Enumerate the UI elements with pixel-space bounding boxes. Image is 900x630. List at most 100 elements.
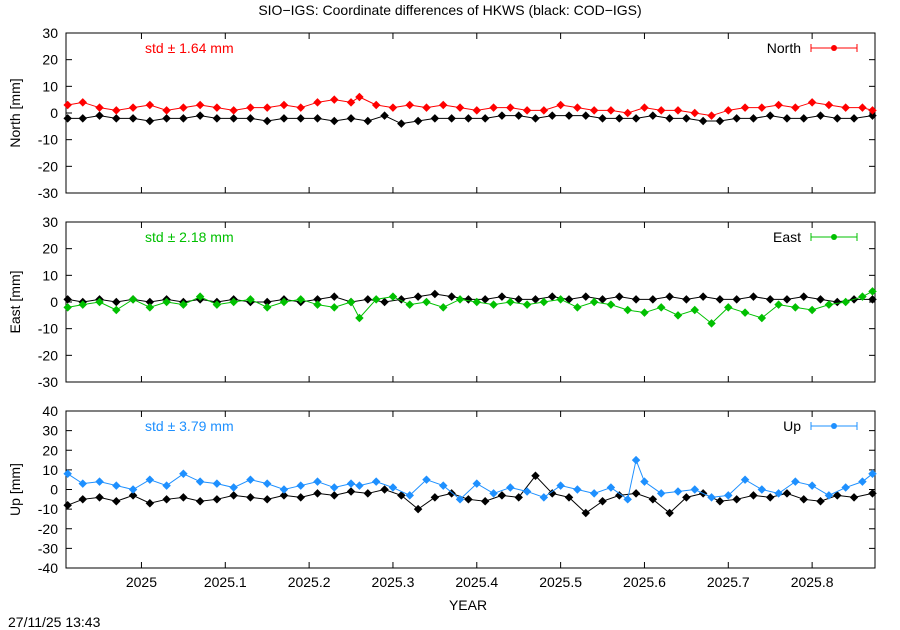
data-point <box>330 491 339 500</box>
data-point <box>589 106 599 115</box>
data-point <box>656 303 666 312</box>
data-point <box>665 292 674 301</box>
data-point <box>246 475 255 484</box>
data-point <box>430 493 440 502</box>
data-point <box>673 487 683 496</box>
data-point <box>799 114 808 123</box>
x-tick-label: 2025.2 <box>288 574 331 590</box>
y-tick-label: 30 <box>42 214 58 230</box>
data-point <box>514 111 523 120</box>
data-point <box>539 106 549 115</box>
data-point <box>346 479 356 488</box>
data-point <box>195 497 205 506</box>
data-point <box>95 103 104 112</box>
data-point <box>447 292 456 301</box>
data-point <box>355 92 364 102</box>
data-point <box>573 303 582 312</box>
data-point <box>489 489 498 498</box>
y-tick-label: 30 <box>42 25 58 41</box>
std-label: std ± 3.79 mm <box>145 418 234 434</box>
data-point <box>757 485 767 494</box>
y-tick-label: -10 <box>38 501 58 517</box>
data-point <box>371 100 381 110</box>
data-point <box>841 483 850 492</box>
data-point <box>698 292 708 301</box>
data-point <box>145 297 155 307</box>
data-point <box>858 292 867 301</box>
data-point <box>631 114 641 123</box>
data-point <box>824 100 834 110</box>
data-point <box>868 489 877 498</box>
data-point <box>640 308 649 317</box>
x-tick-label: 2025.1 <box>204 574 247 590</box>
data-point <box>346 487 356 496</box>
data-point <box>506 483 515 492</box>
data-point <box>296 114 305 123</box>
data-point <box>757 313 767 323</box>
data-point <box>112 305 121 315</box>
data-point <box>514 493 523 502</box>
data-point <box>631 455 641 465</box>
data-point <box>145 116 155 126</box>
data-point <box>656 489 666 498</box>
data-point <box>765 493 775 502</box>
data-point <box>573 103 582 112</box>
data-point <box>615 114 624 123</box>
y-tick-label: 10 <box>42 78 58 94</box>
data-point <box>581 111 591 120</box>
x-tick-label: 2025.8 <box>791 574 834 590</box>
data-point <box>606 106 616 115</box>
data-point <box>371 477 381 486</box>
data-point <box>246 295 255 304</box>
data-point <box>489 103 498 112</box>
data-point <box>346 98 356 107</box>
data-point <box>229 106 238 115</box>
data-point <box>640 103 649 112</box>
data-point <box>765 295 775 304</box>
data-point <box>330 303 339 312</box>
data-point <box>782 295 792 304</box>
data-point <box>430 289 440 299</box>
data-point <box>715 497 725 506</box>
data-point <box>212 114 222 123</box>
data-point <box>539 493 549 502</box>
data-point <box>455 495 465 504</box>
data-point <box>397 491 406 500</box>
data-point <box>296 295 305 304</box>
north-panel: -30 -20 -10 0 10 20 30 North [mm] std ± 1.64 mm N… <box>7 25 877 201</box>
data-point <box>63 100 72 110</box>
y-tick-label: 20 <box>42 442 58 458</box>
data-point <box>480 497 490 506</box>
data-point <box>547 489 557 498</box>
data-point <box>388 292 398 301</box>
data-point <box>112 106 121 115</box>
data-point <box>749 292 758 301</box>
data-point <box>313 114 322 123</box>
data-point <box>313 477 322 486</box>
data-point <box>682 114 691 123</box>
data-point <box>774 300 783 309</box>
data-point <box>648 295 658 304</box>
data-point <box>195 100 205 110</box>
data-point <box>506 103 515 112</box>
timestamp: 27/11/25 13:43 <box>8 614 101 630</box>
data-point <box>472 106 482 115</box>
data-point <box>112 497 121 506</box>
legend-label: Up <box>783 418 801 434</box>
data-point <box>581 292 591 301</box>
x-tick-label: 2025 <box>126 574 157 590</box>
data-point <box>522 300 532 309</box>
y-tick-label: 30 <box>42 423 58 439</box>
data-point <box>506 297 515 307</box>
y-tick-label: 0 <box>50 105 58 121</box>
legend-marker <box>831 45 837 51</box>
data-point <box>682 493 691 502</box>
data-point <box>179 300 188 309</box>
data-point <box>405 300 414 309</box>
data-point <box>229 114 238 123</box>
data-point <box>673 106 683 115</box>
data-point <box>740 308 750 317</box>
data-point <box>413 504 423 514</box>
data-point <box>195 111 205 120</box>
